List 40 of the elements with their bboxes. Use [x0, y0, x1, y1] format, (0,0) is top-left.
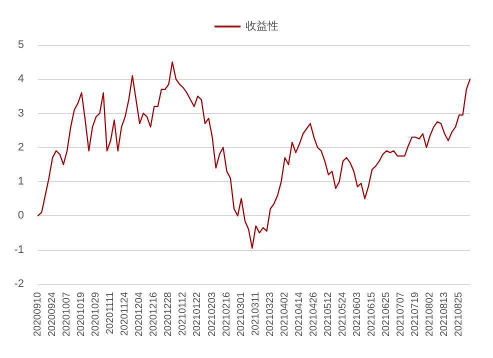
x-tick-label: 20201019 [76, 292, 88, 336]
x-tick-label: 20210825 [454, 292, 465, 336]
x-tick-label: 20201216 [148, 292, 160, 336]
y-tick-label: 5 [18, 39, 24, 51]
y-tick-label: 3 [18, 107, 24, 120]
x-tick-label: 20210216 [221, 292, 232, 336]
x-tick-label: 20201111 [105, 292, 116, 334]
x-tick-label: 20210402 [279, 292, 290, 336]
y-tick-label: 4 [18, 73, 24, 86]
x-tick-label: 20210112 [178, 292, 189, 336]
x-tick-label: 20201228 [163, 292, 174, 336]
x-tick-label: 20210603 [352, 292, 363, 336]
x-tick-label: 20201007 [62, 292, 73, 336]
x-tick-label: 20200910 [32, 292, 44, 336]
y-tick-label: 0 [18, 210, 24, 222]
x-tick-label: 20201204 [134, 292, 146, 336]
x-tick-label: 20210802 [424, 292, 436, 336]
x-tick-label: 20210301 [236, 292, 247, 336]
x-tick-label: 20201029 [90, 292, 102, 336]
line-series [37, 61, 471, 249]
x-tick-label: 20210311 [250, 292, 262, 336]
x-tick-label: 20210707 [396, 292, 407, 336]
x-tick-label: 20210122 [192, 292, 204, 336]
x-tick-label: 20200924 [47, 292, 58, 336]
x-tick-label: 20210414 [294, 292, 305, 336]
x-tick-label: 20210524 [337, 292, 348, 336]
y-tick-label: 2 [18, 141, 24, 154]
y-tick-label: -1 [14, 244, 24, 256]
x-tick-label: 20210323 [264, 292, 276, 336]
x-tick-label: 20210203 [206, 292, 218, 336]
x-tick-label: 20210625 [381, 292, 392, 336]
x-tick-label: 20201124 [120, 292, 131, 336]
x-tick-label: 20210719 [410, 292, 422, 336]
legend-label: 收益性 [246, 20, 278, 32]
x-tick-label: 20210512 [322, 292, 334, 336]
y-tick-label: 1 [18, 176, 24, 188]
x-tick-label: 20210615 [366, 292, 378, 336]
y-tick-label: -2 [14, 278, 24, 290]
x-tick-label: 20210426 [308, 292, 320, 336]
x-tick-label: 20210813 [439, 292, 450, 336]
